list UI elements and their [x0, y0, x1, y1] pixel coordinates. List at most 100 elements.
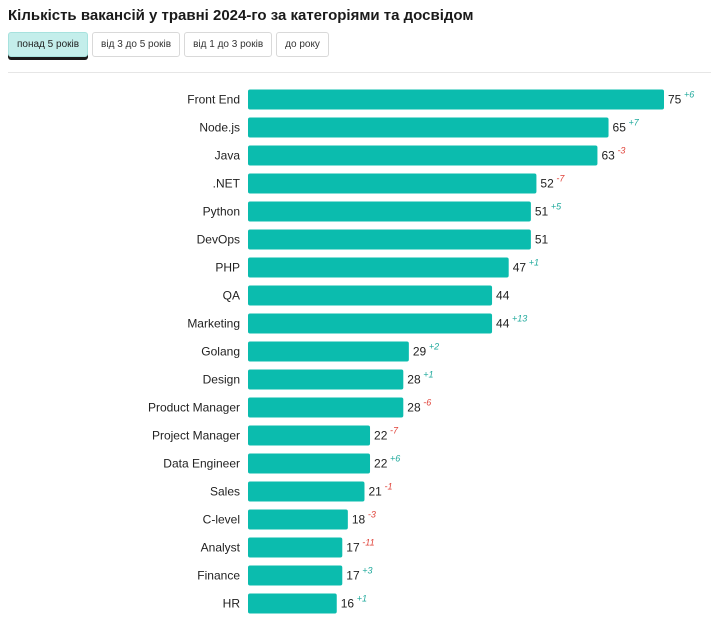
- delta-label-c-level: -3: [368, 510, 376, 520]
- value-label-sales: 21: [368, 485, 382, 499]
- delta-label-node-js: +7: [629, 118, 640, 128]
- category-label-hr: HR: [223, 597, 241, 611]
- tab-under-1-year[interactable]: до року: [276, 32, 329, 57]
- value-label-analyst: 17: [346, 541, 360, 555]
- delta-label-sales: -1: [384, 482, 392, 492]
- category-label-front-end: Front End: [187, 93, 240, 107]
- value-label-qa: 44: [496, 289, 510, 303]
- bar-row-analyst: Analyst 17 -11: [201, 537, 375, 558]
- value-label-product-manager: 28: [407, 401, 421, 415]
- bar-golang: [248, 341, 409, 362]
- category-label-devops: DevOps: [197, 233, 240, 247]
- bar-front-end: [248, 89, 664, 110]
- category-label-node-js: Node.js: [199, 121, 240, 135]
- bar-devops: [248, 229, 531, 250]
- bar-hr: [248, 593, 337, 614]
- chart-title: Кількість вакансій у травні 2024-го за к…: [8, 7, 474, 24]
- category-label-qa: QA: [223, 289, 240, 303]
- bar-sales: [248, 481, 365, 502]
- bar-finance: [248, 565, 343, 586]
- category-label-net: .NET: [213, 177, 241, 191]
- category-label-php: PHP: [215, 261, 240, 275]
- bar-java: [248, 145, 598, 166]
- category-label-finance: Finance: [197, 569, 240, 583]
- bar-design: [248, 369, 404, 390]
- delta-label-project-manager: -7: [390, 426, 399, 436]
- bar-project-manager: [248, 425, 371, 446]
- delta-label-golang: +2: [429, 342, 439, 352]
- value-label-devops: 51: [535, 233, 549, 247]
- bar-row-finance: Finance 17 +3: [197, 565, 373, 586]
- bar-row-sales: Sales 21 -1: [210, 481, 392, 502]
- category-label-python: Python: [203, 205, 240, 219]
- value-label-data-engineer: 22: [374, 457, 388, 471]
- bar-marketing: [248, 313, 493, 334]
- bar-row-java: Java 63 -3: [215, 145, 625, 166]
- bar-row-qa: QA 44: [223, 285, 510, 306]
- value-label-node-js: 65: [613, 121, 627, 135]
- tab-1-to-3-years[interactable]: від 1 до 3 років: [184, 32, 273, 57]
- delta-label-hr: +1: [357, 594, 367, 604]
- delta-label-net: -7: [556, 174, 565, 184]
- category-label-c-level: C-level: [203, 513, 240, 527]
- bar-row-product-manager: Product Manager 28 -6: [148, 397, 431, 418]
- bar-row-devops: DevOps 51: [197, 229, 549, 250]
- delta-label-python: +5: [551, 202, 562, 212]
- category-label-design: Design: [203, 373, 240, 387]
- bar-row-data-engineer: Data Engineer 22 +6: [163, 453, 400, 474]
- value-label-php: 47: [513, 261, 527, 275]
- tab-over-5-years[interactable]: понад 5 років: [8, 32, 89, 57]
- category-label-sales: Sales: [210, 485, 240, 499]
- bar-row-project-manager: Project Manager 22 -7: [152, 425, 399, 446]
- category-label-project-manager: Project Manager: [152, 429, 240, 443]
- delta-label-data-engineer: +6: [390, 454, 400, 464]
- bar-node-js: [248, 117, 609, 138]
- delta-label-finance: +3: [362, 566, 372, 576]
- value-label-front-end: 75: [668, 93, 682, 107]
- category-label-golang: Golang: [201, 345, 240, 359]
- value-label-net: 52: [540, 177, 554, 191]
- delta-label-analyst: -11: [362, 538, 374, 548]
- experience-tabs: понад 5 років від 3 до 5 років від 1 до …: [8, 32, 329, 57]
- value-label-finance: 17: [346, 569, 360, 583]
- header-divider: [8, 72, 711, 73]
- bar-row-front-end: Front End 75 +6: [187, 89, 694, 110]
- tab-3-to-5-years[interactable]: від 3 до 5 років: [92, 32, 181, 57]
- bar-row-marketing: Marketing 44 +13: [187, 313, 527, 334]
- category-label-product-manager: Product Manager: [148, 401, 240, 415]
- value-label-hr: 16: [341, 597, 355, 611]
- bar-row-python: Python 51 +5: [203, 201, 562, 222]
- value-label-c-level: 18: [352, 513, 366, 527]
- value-label-marketing: 44: [496, 317, 510, 331]
- bar-python: [248, 201, 531, 222]
- delta-label-php: +1: [529, 258, 539, 268]
- category-label-marketing: Marketing: [187, 317, 240, 331]
- value-label-golang: 29: [413, 345, 427, 359]
- bar-row-php: PHP 47 +1: [215, 257, 539, 278]
- bar-analyst: [248, 537, 343, 558]
- delta-label-front-end: +6: [684, 90, 694, 100]
- delta-label-design: +1: [423, 370, 433, 380]
- category-label-data-engineer: Data Engineer: [163, 457, 240, 471]
- delta-label-marketing: +13: [512, 314, 527, 324]
- bar-row-node-js: Node.js 65 +7: [199, 117, 640, 138]
- bar-product-manager: [248, 397, 404, 418]
- value-label-java: 63: [601, 149, 615, 163]
- bar-row-net: .NET 52 -7: [213, 173, 565, 194]
- delta-label-product-manager: -6: [423, 398, 431, 408]
- category-label-java: Java: [215, 149, 241, 163]
- value-label-python: 51: [535, 205, 549, 219]
- bar-c-level: [248, 509, 348, 530]
- value-label-project-manager: 22: [374, 429, 388, 443]
- bar-row-design: Design 28 +1: [203, 369, 434, 390]
- bar-net: [248, 173, 537, 194]
- bar-qa: [248, 285, 493, 306]
- bar-data-engineer: [248, 453, 371, 474]
- bar-row-golang: Golang 29 +2: [201, 341, 439, 362]
- bar-php: [248, 257, 509, 278]
- value-label-design: 28: [407, 373, 421, 387]
- bar-row-c-level: C-level 18 -3: [203, 509, 376, 530]
- bar-row-hr: HR 16 +1: [223, 593, 367, 614]
